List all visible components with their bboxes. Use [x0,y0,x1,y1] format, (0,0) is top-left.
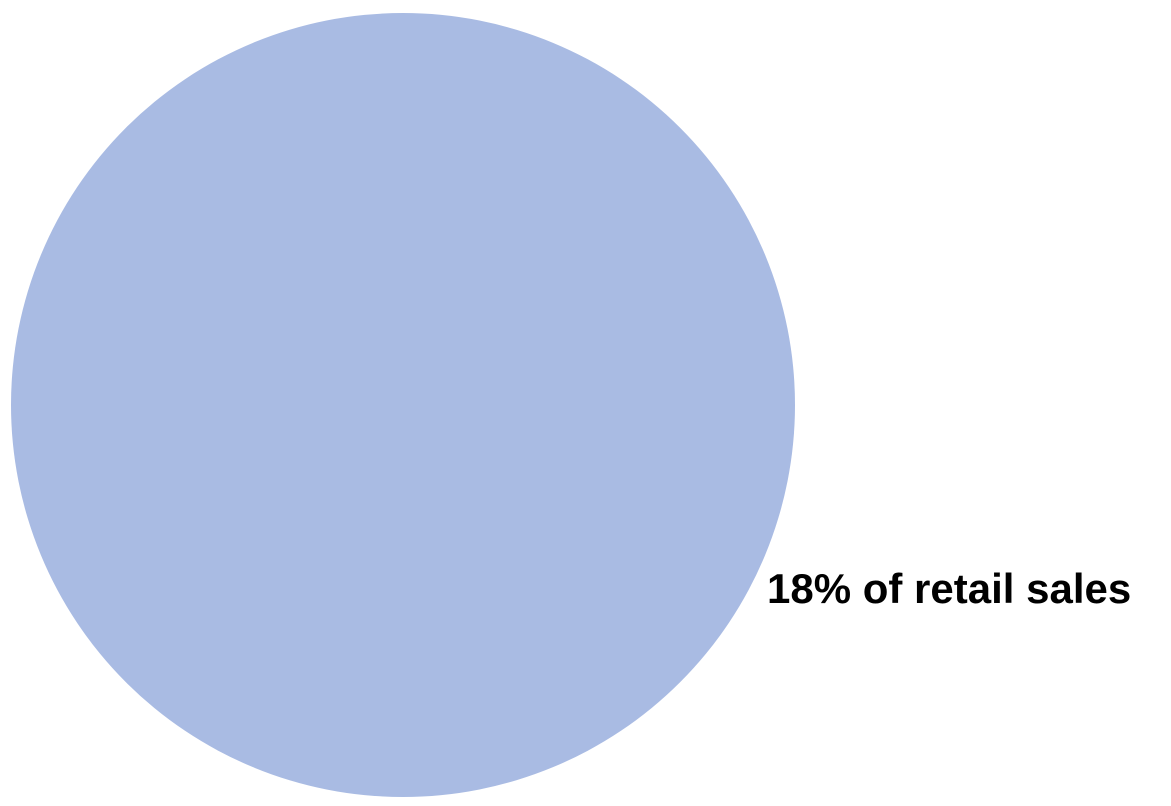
annotation-label: 18% of retail sales [767,565,1132,612]
pie-slice [11,13,795,797]
pie-slices [11,13,795,797]
